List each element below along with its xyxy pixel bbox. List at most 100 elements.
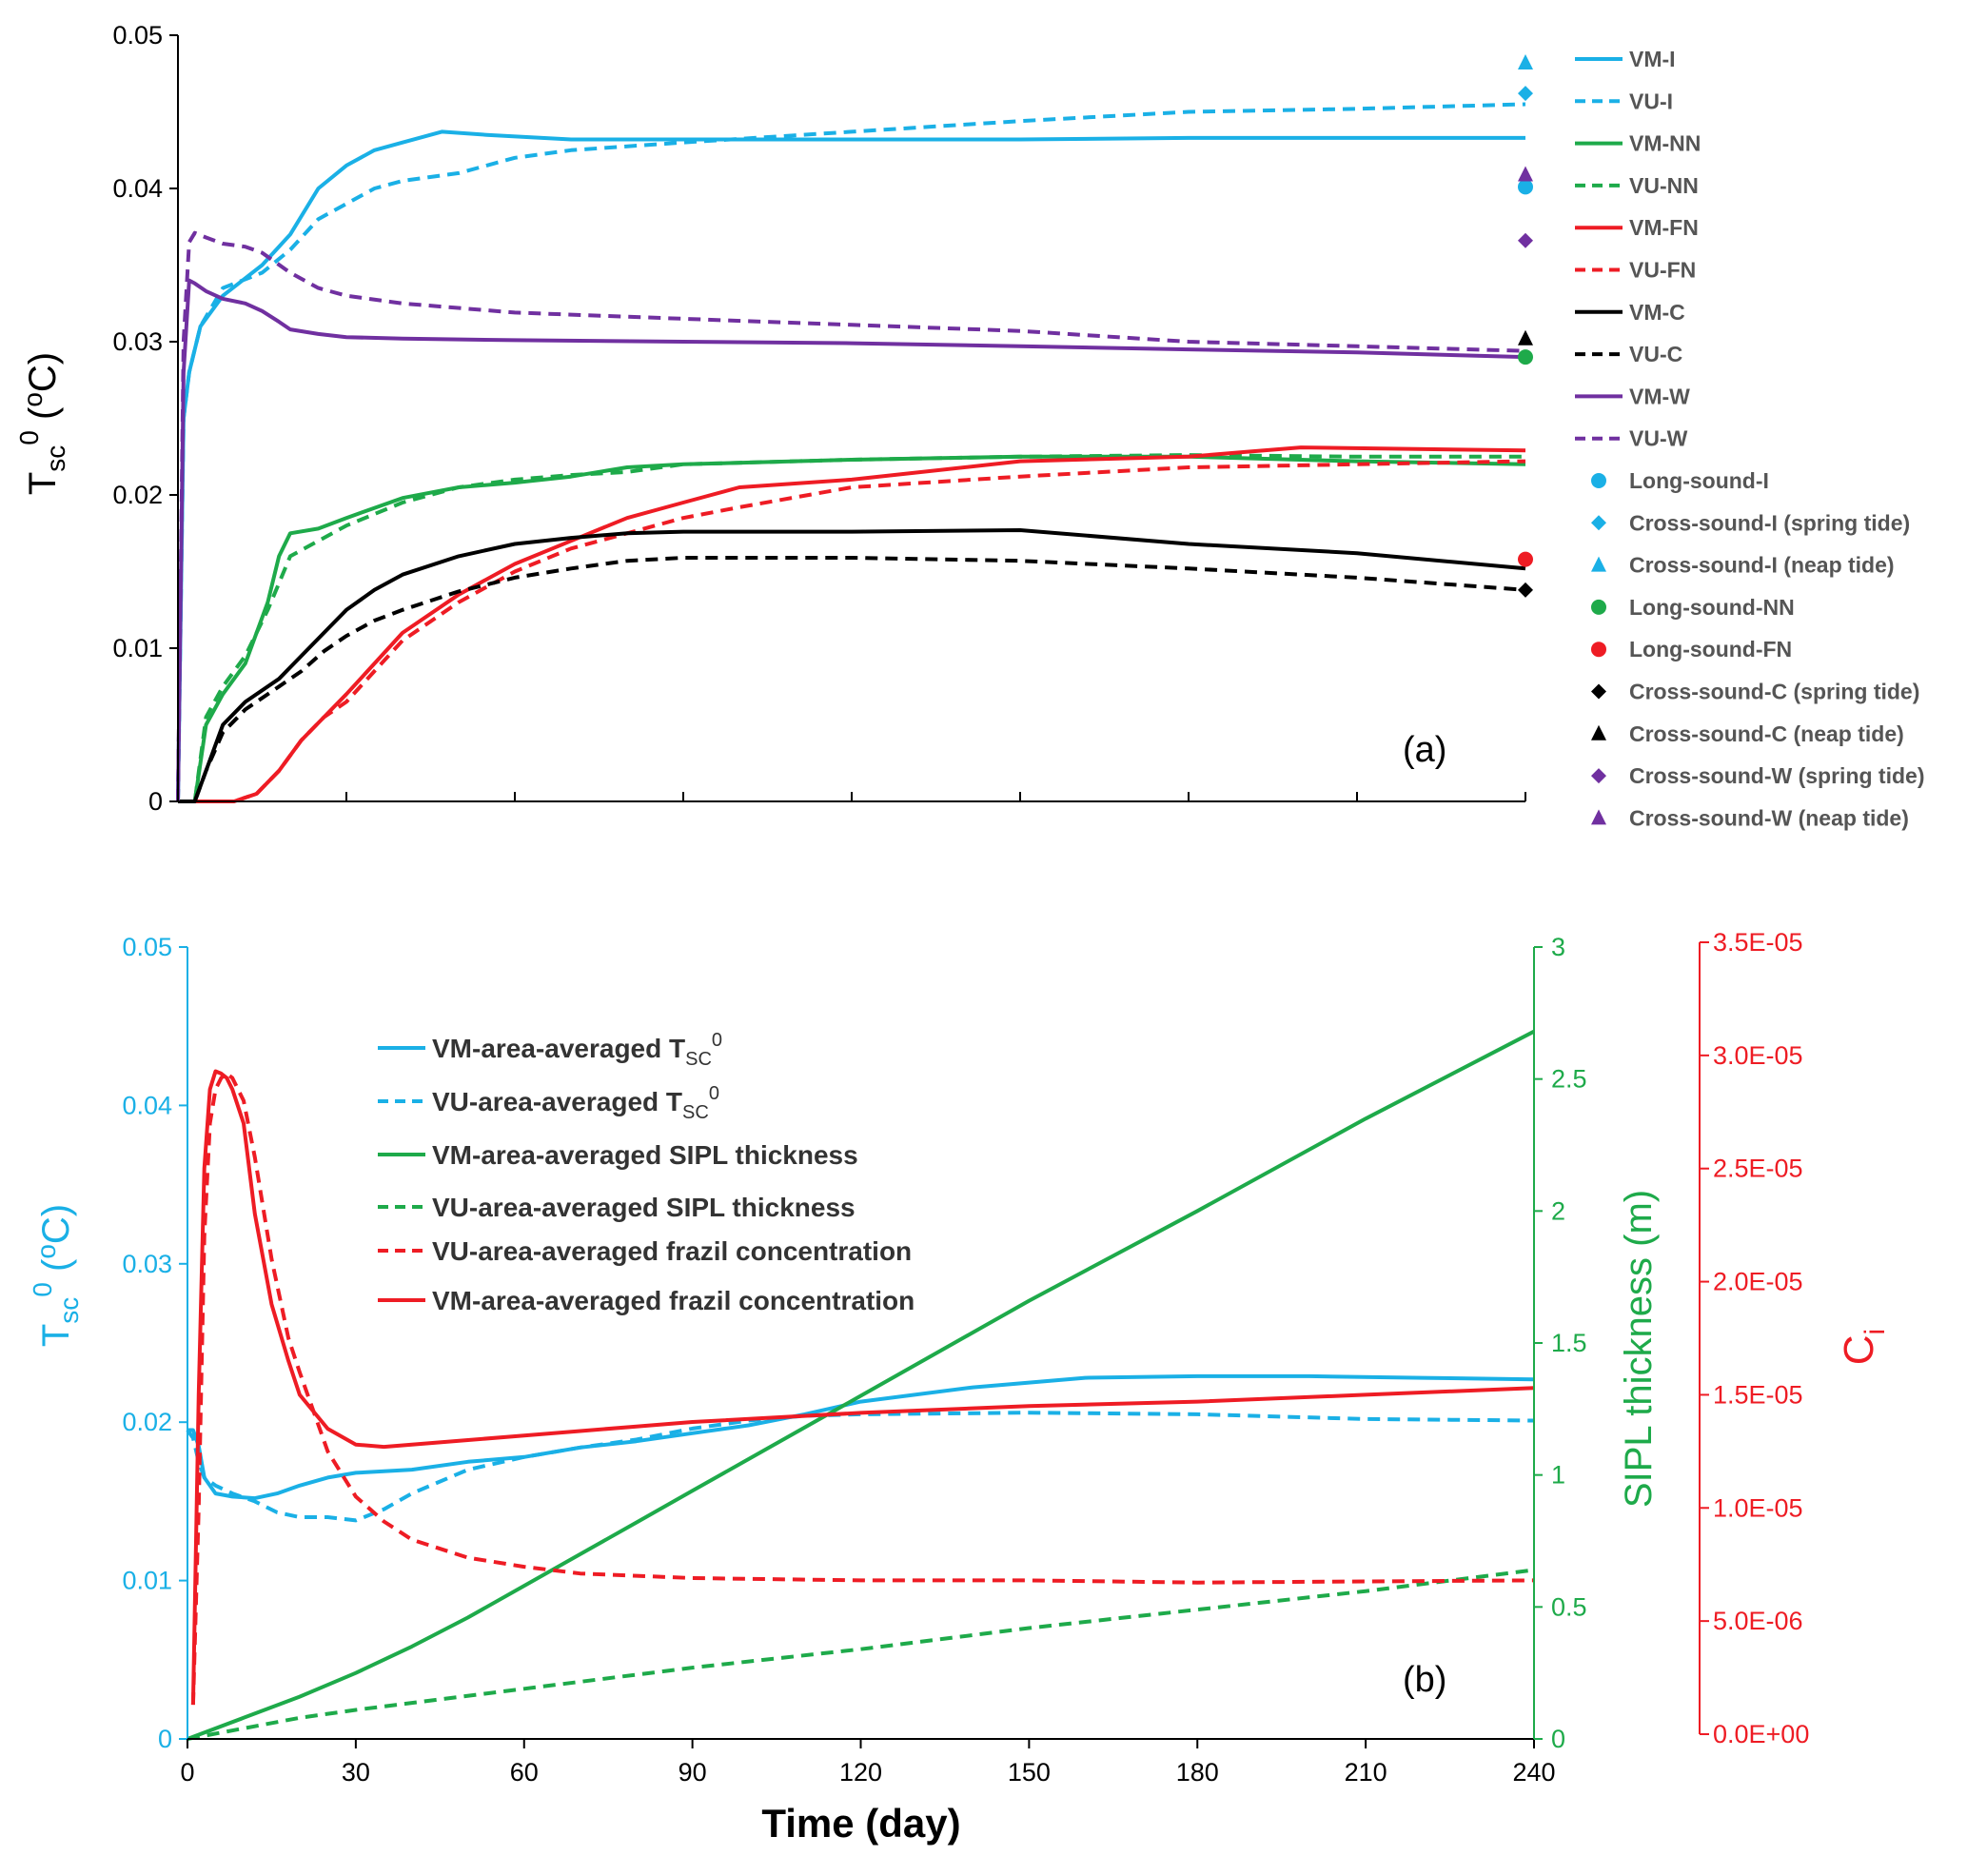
- panel-b-left-y-tick-label: 0.02: [122, 1408, 172, 1436]
- panel-b-left-y-tick-label: 0.03: [122, 1250, 172, 1278]
- panel-b-x-tick-label: 240: [1512, 1758, 1555, 1787]
- legend-label-text: VM-area-averaged T: [432, 1034, 685, 1063]
- series-line-vm-area-averaged-tsc0: [187, 1373, 1535, 1501]
- b-ylabel-sub: sc: [54, 1297, 84, 1324]
- panel-b-x-tick-label: 60: [510, 1758, 539, 1787]
- series-line-vu-i: [176, 102, 1526, 802]
- legend-label-text: VU-area-averaged T: [432, 1087, 682, 1116]
- legend-label-cross-sound-w-spring-tide: Cross-sound-W (spring tide): [1629, 763, 1924, 788]
- a-ylabel-unit-close: C): [22, 352, 64, 392]
- panel-a-legend: VM-I VU-I VM-NN VU-NN VM-FN VU-FN VM-C VU-C VM-W…: [1575, 47, 1924, 830]
- series-line-vm-w: [176, 278, 1526, 802]
- legend-label-vm-w: VM-W: [1629, 384, 1690, 408]
- a-ylabel-sup: 0: [14, 430, 44, 445]
- b-ylabel-unit-sup: o: [31, 1244, 61, 1259]
- a-ylabel-sub: sc: [41, 445, 70, 472]
- panel-b-left-y-tick-label: 0.05: [122, 933, 172, 961]
- a-ylabel-unit-sup: o: [18, 392, 48, 407]
- panel-b-x-tick-label: 0: [180, 1758, 194, 1787]
- panel-b-right2-y-tick-label: 3.0E-05: [1713, 1041, 1803, 1070]
- b-ylabel-unit-open: (: [35, 1258, 77, 1282]
- panel-b-left-y-title: Tsc0 (oC): [28, 1204, 84, 1347]
- legend-label-vu-area-averaged-t: VU-area-averaged TSC0: [432, 1083, 719, 1123]
- panel-b-right2-y-tick-label: 5.0E-06: [1713, 1607, 1803, 1635]
- panel-b: 00.010.020.030.040.050 30 60 90 120 150 180 210…: [28, 928, 1891, 1846]
- panel-a-y-tick-label: 0.03: [112, 327, 163, 356]
- panel-a-y-tick-label: 0.02: [112, 481, 163, 509]
- series-line-vu-c: [178, 556, 1526, 803]
- series-line-vm-c: [178, 528, 1526, 803]
- legend-label-vu-fn: VU-FN: [1629, 258, 1696, 283]
- panel-a-label: (a): [1403, 730, 1446, 770]
- marker-cross-sound-w-neap-tide: [1518, 166, 1533, 182]
- legend-label-sup: 0: [709, 1083, 719, 1104]
- legend-label-sup: 0: [712, 1030, 722, 1051]
- legend-label-vu-nn: VU-NN: [1629, 173, 1699, 198]
- b-ylabel-unit-close: C): [35, 1204, 77, 1244]
- legend-swatch-cross-sound-i-neap-tide: [1591, 556, 1606, 572]
- panel-b-right2-y-tick-label: 0.0E+00: [1713, 1720, 1809, 1748]
- legend-label-long-sound-nn: Long-sound-NN: [1629, 595, 1795, 620]
- legend-label-vm-nn: VM-NN: [1629, 131, 1701, 156]
- legend-label-vm-area-averaged-frazil-concentration: VM-area-averaged frazil concentration: [432, 1286, 915, 1315]
- series-line-vu-nn: [178, 453, 1525, 803]
- legend-swatch-cross-sound-i-spring-tide: [1591, 515, 1606, 531]
- panel-b-right1-y-tick-label: 3: [1551, 933, 1565, 961]
- b-ylabel-sup: 0: [28, 1282, 57, 1297]
- legend-label-cross-sound-i-spring-tide: Cross-sound-I (spring tide): [1629, 510, 1910, 535]
- legend-swatch-long-sound-i: [1591, 473, 1606, 488]
- panel-b-right1-y-tick-label: 1.5: [1551, 1329, 1587, 1357]
- legend-label-cross-sound-i-neap-tide: Cross-sound-I (neap tide): [1629, 553, 1895, 578]
- legend-label-text: VM-area-averaged frazil concentration: [432, 1286, 915, 1315]
- b-ci-main: C: [1836, 1334, 1882, 1365]
- marker-cross-sound-c-neap-tide: [1518, 329, 1533, 346]
- legend-label-text: VM-area-averaged SIPL thickness: [432, 1140, 858, 1170]
- panel-b-right1-y-tick-label: 2: [1551, 1196, 1565, 1225]
- legend-label-text: VU-area-averaged frazil concentration: [432, 1236, 912, 1266]
- panel-b-x-tick-label: 30: [342, 1758, 370, 1787]
- panel-b-x-tick-label: 90: [679, 1758, 707, 1787]
- panel-b-x-tick-label: 210: [1345, 1758, 1387, 1787]
- series-line-vu-fn: [178, 459, 1526, 803]
- panel-a: 00.010.020.030.040.05 Tsc0 (oC) (a) VM-I…: [14, 21, 1924, 830]
- legend-label-vu-area-averaged-sipl-thickness: VU-area-averaged SIPL thickness: [432, 1193, 856, 1222]
- legend-label-sub: SC: [682, 1102, 709, 1123]
- panel-b-right1-y-tick-label: 1: [1551, 1461, 1565, 1490]
- panel-b-label: (b): [1403, 1660, 1446, 1700]
- panel-b-right1-y-tick-label: 0.5: [1551, 1592, 1587, 1621]
- marker-long-sound-fn: [1518, 551, 1533, 567]
- legend-swatch-long-sound-fn: [1591, 642, 1606, 658]
- series-line-vm-nn: [178, 454, 1526, 803]
- legend-swatch-long-sound-nn: [1591, 599, 1606, 615]
- panel-b-x-tick-label: 120: [839, 1758, 882, 1787]
- panel-b-x-tick-label: 180: [1176, 1758, 1219, 1787]
- a-ylabel-unit-open: (: [22, 406, 64, 430]
- panel-b-right1-y-title: SIPL thickness (m): [1618, 1190, 1660, 1508]
- marker-cross-sound-w-spring-tide: [1518, 232, 1533, 248]
- legend-swatch-cross-sound-c-neap-tide: [1591, 724, 1606, 741]
- panel-a-y-axis-title: Tsc0 (oC): [14, 352, 70, 495]
- legend-label-vu-i: VU-I: [1629, 89, 1673, 113]
- legend-label-vu-c: VU-C: [1629, 342, 1682, 366]
- legend-swatch-cross-sound-c-spring-tide: [1591, 683, 1606, 700]
- legend-label-vu-area-averaged-frazil-concentration: VU-area-averaged frazil concentration: [432, 1236, 912, 1266]
- panel-a-y-tick-label: 0.04: [112, 174, 163, 203]
- series-line-vu-area-averaged-frazil-concentration: [190, 1071, 1535, 1706]
- panel-b-left-y-tick-label: 0.04: [122, 1091, 172, 1119]
- legend-label-vu-w: VU-W: [1629, 426, 1688, 451]
- panel-b-right1-y-tick-label: 2.5: [1551, 1065, 1587, 1094]
- marker-cross-sound-i-spring-tide: [1518, 86, 1533, 102]
- marker-long-sound-nn: [1518, 349, 1533, 365]
- series-line-vm-fn: [178, 445, 1526, 803]
- legend-label-vm-area-averaged-t: VM-area-averaged TSC0: [432, 1030, 722, 1070]
- series-line-vu-w: [176, 230, 1526, 802]
- legend-label-vm-area-averaged-sipl-thickness: VM-area-averaged SIPL thickness: [432, 1140, 858, 1170]
- panel-a-y-tick-label: 0.01: [112, 634, 163, 662]
- legend-label-vm-c: VM-C: [1629, 300, 1685, 325]
- legend-label-cross-sound-w-neap-tide: Cross-sound-W (neap tide): [1629, 805, 1909, 830]
- legend-label-long-sound-i: Long-sound-I: [1629, 468, 1769, 493]
- panel-b-left-y-tick-label: 0: [158, 1725, 172, 1753]
- a-ylabel-main: T: [22, 472, 64, 495]
- legend-swatch-cross-sound-w-neap-tide: [1591, 809, 1606, 825]
